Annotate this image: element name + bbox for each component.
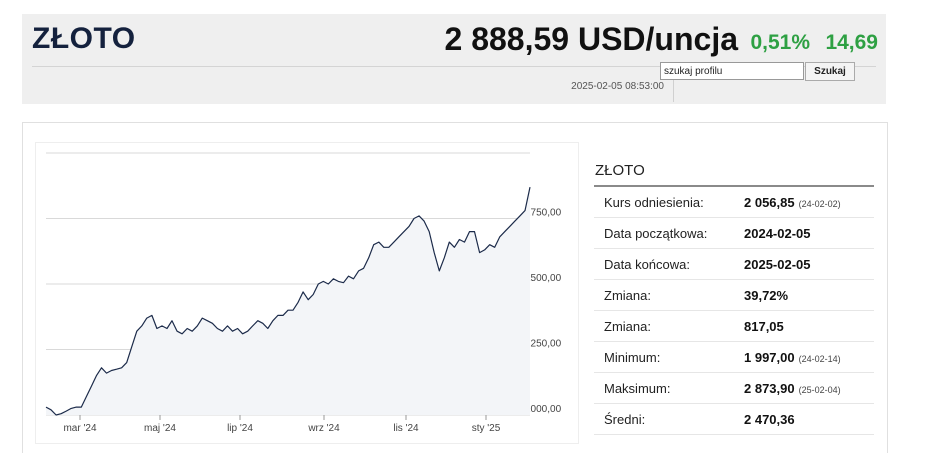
stats-label: Średni:	[594, 403, 744, 435]
stats-date-note: (24-02-02)	[798, 198, 841, 209]
stats-value-cell: 2 056,85 (24-02-02)	[744, 187, 874, 218]
stats-label: Data końcowa:	[594, 248, 744, 280]
stats-row: Maksimum: 2 873,90 (25-02-04)	[594, 372, 874, 404]
stats-row: Kurs odniesienia: 2 056,85 (24-02-02)	[594, 187, 874, 218]
stats-value-cell: 1 997,00 (24-02-14)	[744, 341, 874, 373]
series-area	[46, 187, 530, 415]
x-tick-label: maj '24	[144, 423, 176, 434]
chart-svg: 2000,00 2250,00 2500,00 2750,00 mar '24 maj '…	[45, 152, 562, 434]
stats-row: Minimum: 1 997,00 (24-02-14)	[594, 341, 874, 373]
stats-row: Zmiana: 39,72%	[594, 279, 874, 311]
stats-value: 2 470,36	[744, 411, 795, 427]
stats-panel: ZŁOTO Kurs odniesienia: 2 056,85 (24-02-02…	[594, 158, 874, 435]
instrument-title: ZŁOTO	[32, 22, 136, 55]
stats-value: 817,05	[744, 318, 784, 334]
quote-header: ZŁOTO 2 888,59 USD/uncja 0,51% 14,69 202…	[22, 14, 886, 104]
stats-value: 2 056,85	[744, 194, 795, 210]
stats-label: Kurs odniesienia:	[594, 187, 744, 218]
stats-value: 2 873,90	[744, 380, 795, 396]
x-tick-label: mar '24	[63, 423, 96, 434]
stats-value: 39,72%	[744, 287, 789, 303]
stats-label: Minimum:	[594, 341, 744, 373]
y-tick-label: 2000,00	[525, 404, 562, 415]
stats-row: Data początkowa: 2024-02-05	[594, 217, 874, 249]
quote-timestamp: 2025-02-05 08:53:00	[571, 81, 664, 92]
stats-value-cell: 2 873,90 (25-02-04)	[744, 372, 874, 404]
x-tick-label: lip '24	[227, 423, 253, 434]
stats-date-note: (24-02-14)	[798, 353, 841, 364]
stats-value: 1 997,00	[744, 349, 795, 365]
stats-label: Zmiana:	[594, 279, 744, 311]
stats-label: Maksimum:	[594, 372, 744, 404]
search-profile-input[interactable]	[660, 62, 804, 80]
search-button[interactable]: Szukaj	[805, 62, 855, 81]
y-tick-label: 2250,00	[525, 339, 562, 350]
stats-row: Średni: 2 470,36	[594, 403, 874, 435]
x-tick-label: lis '24	[393, 423, 419, 434]
y-tick-label: 2500,00	[525, 273, 562, 284]
stats-label: Zmiana:	[594, 310, 744, 342]
stats-value-cell: 2 470,36	[744, 403, 874, 435]
stats-row: Data końcowa: 2025-02-05	[594, 248, 874, 280]
stats-row: Zmiana: 817,05	[594, 310, 874, 342]
header-divider	[32, 66, 876, 67]
stats-value: 2025-02-05	[744, 256, 811, 272]
y-tick-label: 2750,00	[525, 208, 562, 219]
stats-value-cell: 2024-02-05	[744, 217, 874, 249]
stats-value-cell: 39,72%	[744, 279, 874, 311]
change-absolute: 14,69	[825, 31, 878, 54]
stats-table: Kurs odniesienia: 2 056,85 (24-02-02) Data …	[594, 187, 874, 435]
price-chart: 2000,00 2250,00 2500,00 2750,00 mar '24 maj '…	[35, 142, 579, 444]
stats-date-note: (25-02-04)	[798, 384, 841, 395]
stats-label: Data początkowa:	[594, 217, 744, 249]
x-tick-label: sty '25	[472, 423, 501, 434]
header-separator	[673, 74, 674, 102]
current-price: 2 888,59 USD/uncja	[444, 21, 738, 57]
series-line	[45, 186, 531, 416]
change-percent: 0,51%	[750, 31, 810, 54]
stats-value: 2024-02-05	[744, 225, 811, 241]
x-tick-label: wrz '24	[307, 423, 340, 434]
stats-title: ZŁOTO	[594, 158, 874, 187]
stats-value-cell: 2025-02-05	[744, 248, 874, 280]
stats-value-cell: 817,05	[744, 310, 874, 342]
